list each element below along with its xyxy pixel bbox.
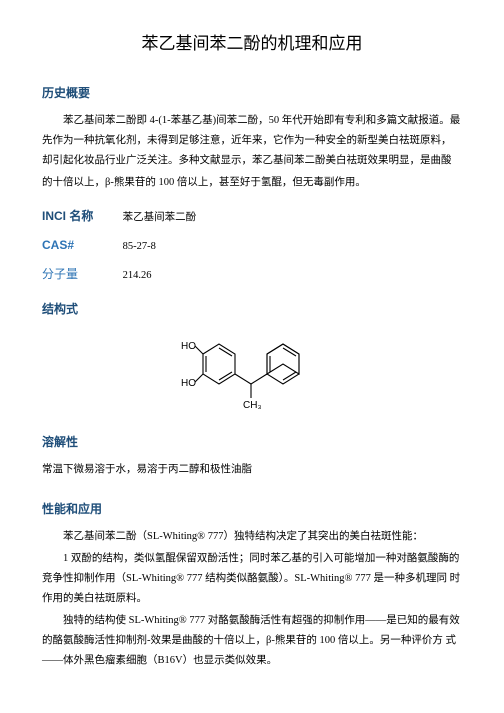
solubility-text: 常温下微易溶于水，易溶于丙二醇和极性油脂 [42, 460, 462, 480]
ch3-label: CH₃ [243, 400, 262, 411]
solubility-heading: 溶解性 [42, 431, 462, 454]
performance-p3: 独特的结构使 SL-Whiting® 777 对酪氨酸酶活性有超强的抑制作用——… [42, 611, 462, 671]
molecule-svg: HO HO CH₃ [165, 326, 340, 411]
history-heading: 历史概要 [42, 82, 462, 105]
performance-p2: 1 双酚的结构，类似氢醌保留双酚活性；同时苯乙基的引入可能增加一种对酪氨酸酶的 … [42, 549, 462, 609]
performance-p1: 苯乙基间苯二酚（SL-Whiting® 777）独特结构决定了其突出的美白祛斑性… [42, 527, 462, 547]
mw-value: 214.26 [123, 270, 152, 281]
mw-label: 分子量 [42, 263, 112, 286]
cas-label: CAS# [42, 234, 112, 257]
cas-value: 85-27-8 [123, 241, 156, 252]
structure-heading: 结构式 [42, 298, 462, 321]
performance-heading: 性能和应用 [42, 498, 462, 521]
history-p1: 苯乙基间苯二酚即 4-(1-苯基乙基)间苯二酚，50 年代开始即有专利和多篇文献… [42, 111, 462, 171]
inci-label: INCI 名称 [42, 205, 112, 228]
chemical-structure: HO HO CH₃ [42, 326, 462, 419]
history-p2: 的十倍以上，β-熊果苷的 100 倍以上，甚至好于氢醌，但无毒副作用。 [42, 173, 462, 193]
document-title: 苯乙基间苯二酚的机理和应用 [42, 28, 462, 60]
ho-label-2: HO [181, 378, 196, 389]
ho-label-1: HO [181, 341, 196, 352]
inci-value: 苯乙基间苯二酚 [123, 212, 197, 223]
